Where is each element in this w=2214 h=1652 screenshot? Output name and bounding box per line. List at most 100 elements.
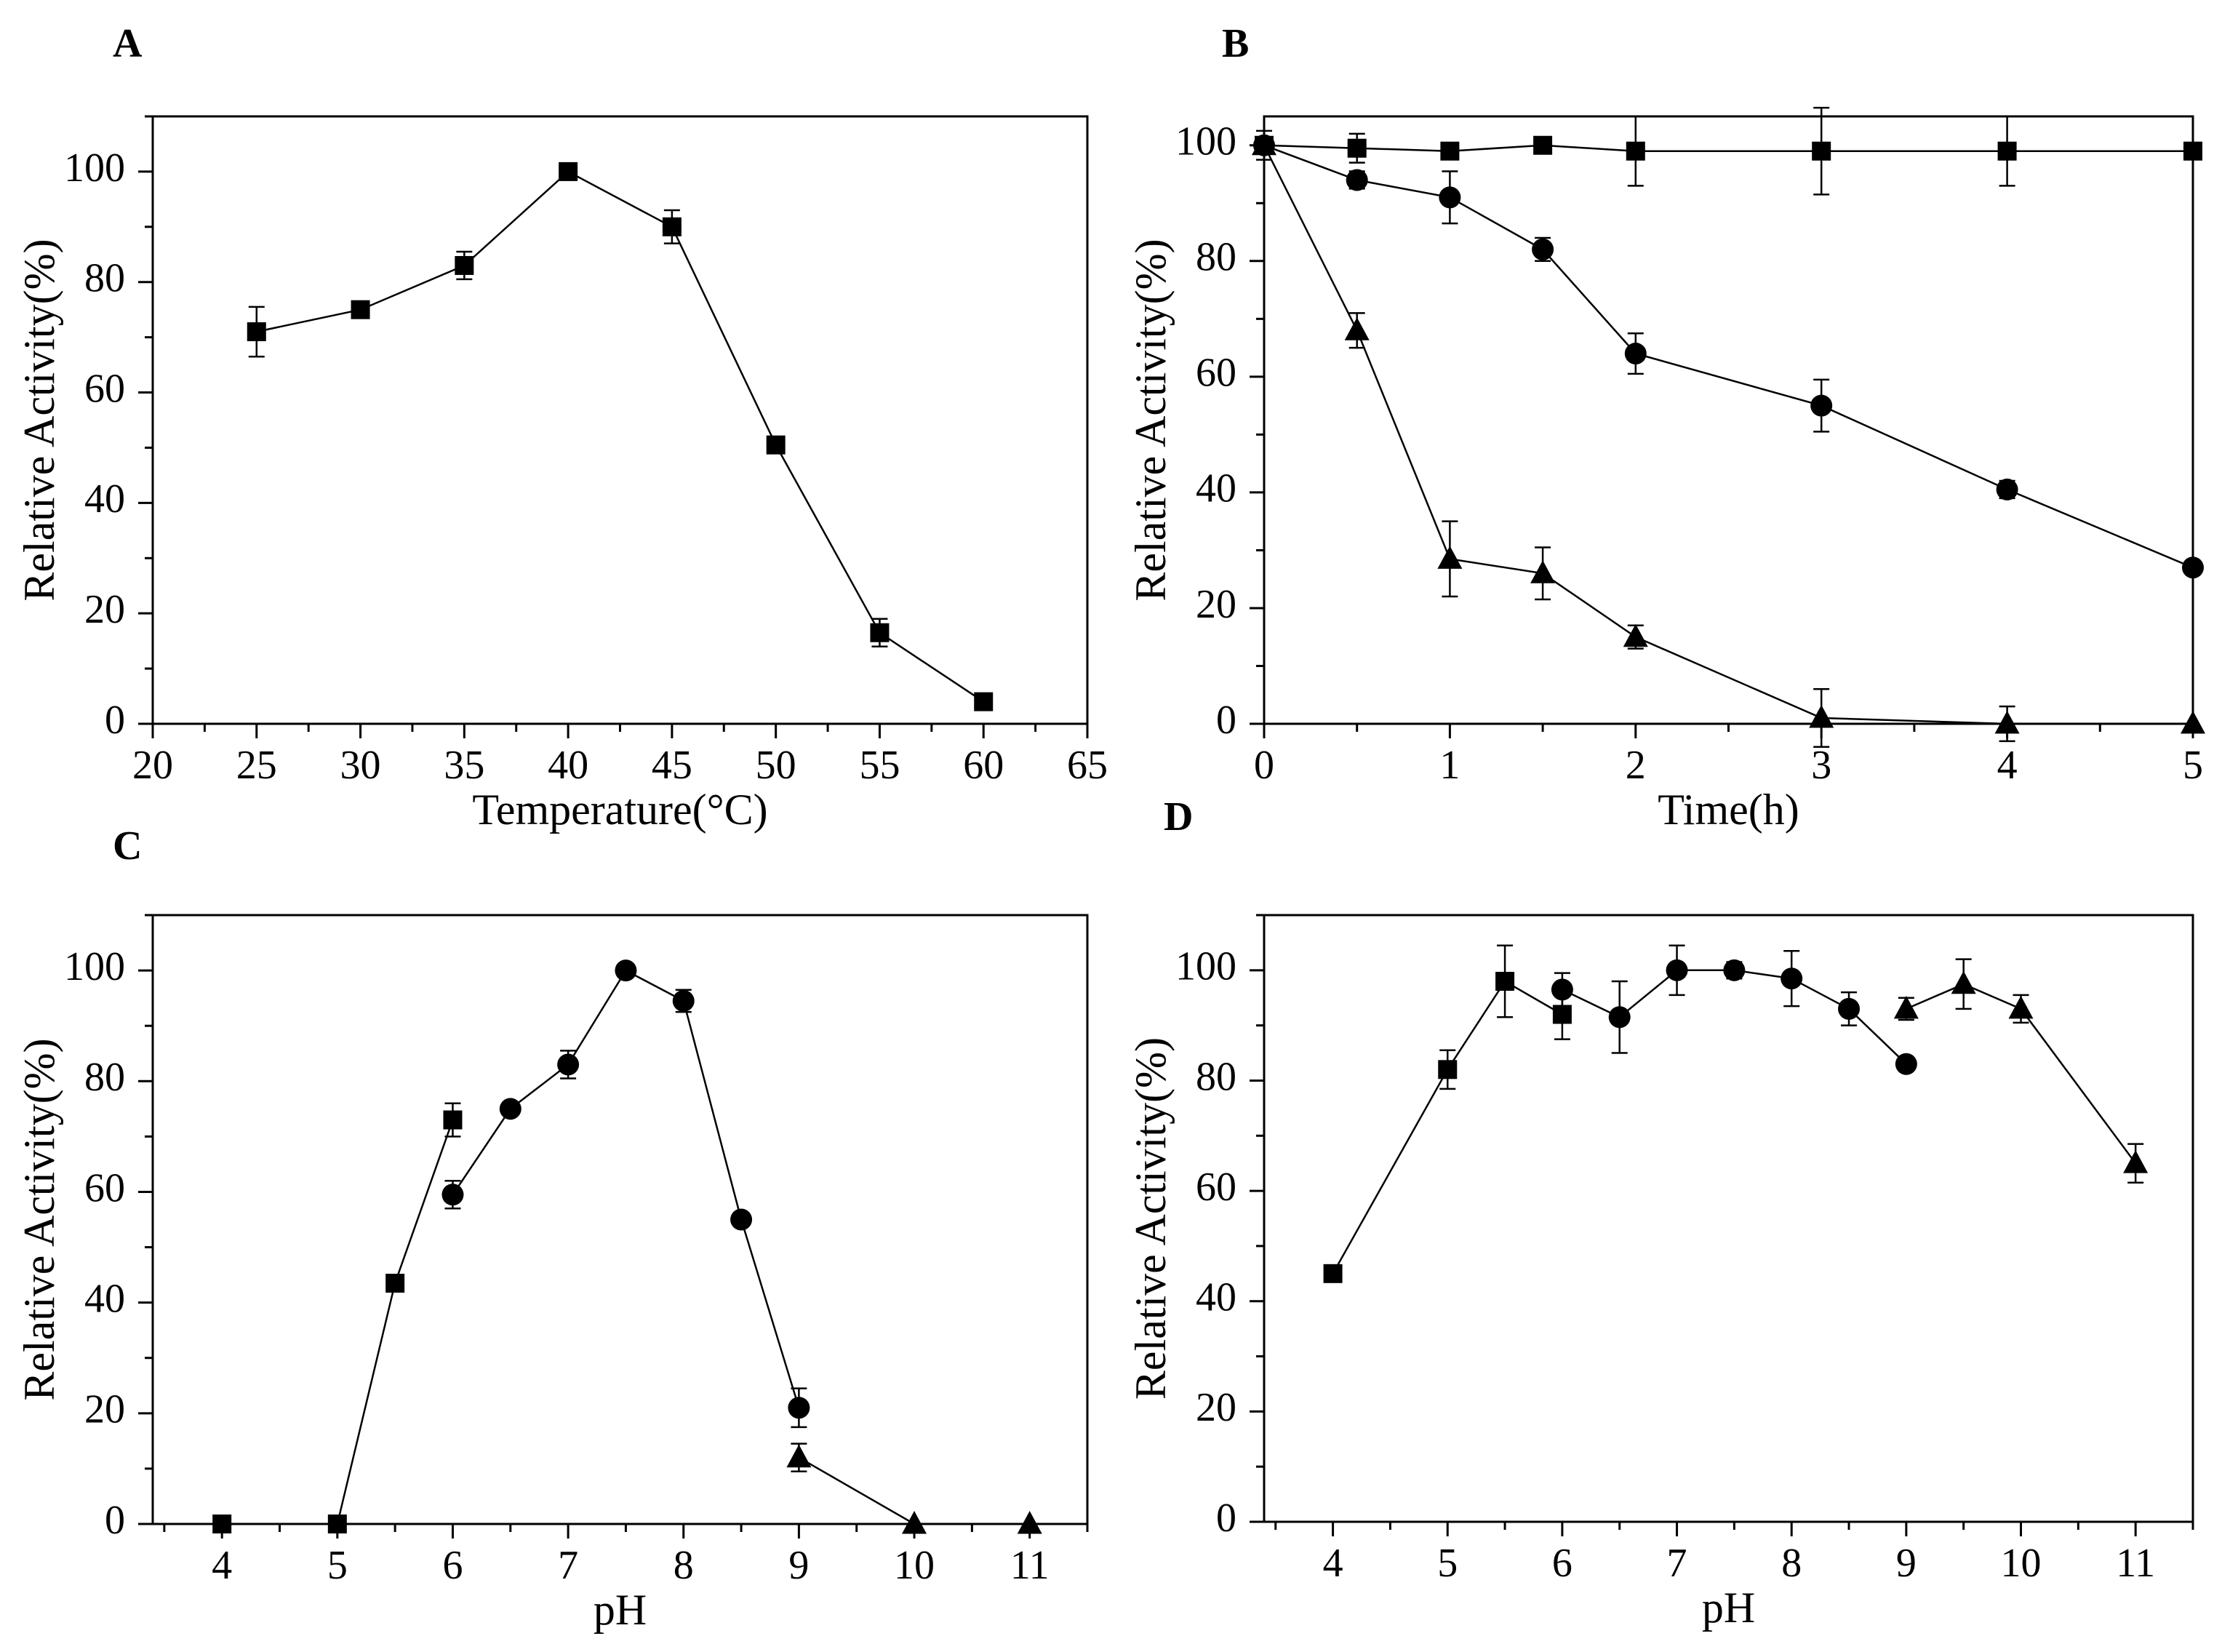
y-tick-label: 40 [1196,1275,1236,1320]
series-triangle [1893,958,2149,1184]
data-point-triangle [2123,1150,2149,1173]
data-point-circle [1346,169,1368,191]
y-tick-label: 60 [84,1165,125,1210]
series-temperature [247,161,994,711]
x-tick-label: 10 [2001,1541,2042,1586]
data-point-triangle [1994,711,2020,734]
y-tick-label: 40 [84,476,125,522]
data-point-circle [1608,1006,1631,1029]
x-axis-label: pH [1702,1584,1755,1632]
x-tick-label: 40 [548,743,588,788]
panel-letter: D [1164,794,1193,839]
panel-letter: A [113,21,143,66]
y-axis-label: Relative Activity(%) [1127,239,1175,601]
panel-c: C 4 5 6 7 8 9 10 11 0 20 40 60 80 100 pH Relative Activi… [15,823,1089,1634]
y-tick-label: 100 [1175,119,1236,164]
data-point-square [766,435,786,455]
data-point-square [385,1274,405,1293]
y-axis-label: Relative Activity(%) [15,1038,63,1400]
x-tick-label: 60 [963,743,1004,788]
x-tick-label: 6 [1552,1541,1572,1586]
series-circle [1253,134,2204,579]
x-tick-label: 45 [652,743,692,788]
y-tick-label: 20 [1196,582,1236,627]
panel-letter: C [113,823,142,869]
series-line [1263,144,2194,569]
y-tick-label: 80 [84,1055,125,1100]
x-tick-label: 4 [212,1543,232,1588]
data-point-square [1533,135,1553,155]
panel-b: B 0 1 2 3 4 5 0 20 40 60 80 100 Time(h) Relative Activ… [1127,21,2205,834]
data-point-square [1626,141,1645,161]
x-tick-label: 50 [756,743,796,788]
panel-a: A20 25 30 35 40 45 50 55 60 65020406080100Tempera… [15,21,1108,834]
x-tick-label: 20 [132,743,173,788]
x-tick-label: 4 [1997,743,2018,788]
data-point-circle [672,989,695,1012]
y-tick-label: 80 [1196,1054,1236,1099]
data-point-square [1323,1264,1343,1283]
y-tick-label: 20 [84,1387,125,1432]
x-tick-label: 5 [2183,743,2203,788]
data-point-square [455,255,474,275]
y-tick-label: 0 [105,1498,125,1543]
x-axis-label: Time(h) [1658,786,1799,834]
data-point-circle [1666,959,1688,981]
x-tick-label: 7 [558,1543,578,1588]
series-line [1332,980,1563,1274]
series-line [222,1120,454,1525]
x-tick-label: 7 [1667,1541,1687,1586]
data-point-circle [557,1053,580,1076]
x-tick-label: 10 [894,1543,935,1588]
series-line [1263,145,2193,725]
panel-letter: B [1222,21,1249,66]
data-point-square [247,322,266,342]
data-point-square [1812,141,1831,161]
data-point-square [662,217,682,236]
x-tick-label: 11 [2116,1541,2155,1586]
data-point-circle [1532,238,1554,260]
data-point-circle [1838,997,1861,1020]
x-tick-label: 25 [236,743,277,788]
data-point-square [443,1110,463,1130]
x-tick-label: 1 [1439,743,1460,788]
data-point-circle [1895,1053,1917,1075]
data-point-square [870,623,890,642]
data-point-triangle [786,1444,812,1468]
data-point-triangle [1623,623,1648,647]
y-tick-label: 100 [64,145,125,191]
x-axis-label: Temperature(°C) [472,786,767,834]
y-tick-label: 100 [64,944,125,989]
y-tick-label: 60 [84,366,125,411]
y-axis-label: Relative Activity(%) [15,239,63,601]
data-point-square [2183,141,2202,161]
data-point-triangle [1017,1511,1042,1534]
data-point-circle [730,1208,753,1231]
x-tick-label: 30 [340,743,381,788]
y-tick-label: 0 [1216,1496,1236,1541]
x-tick-label: 5 [1437,1541,1458,1586]
data-point-square [559,161,578,181]
series-line [256,170,984,703]
data-point-square [1552,1005,1572,1024]
y-tick-label: 80 [1196,235,1236,280]
y-tick-label: 80 [84,256,125,301]
data-point-circle [788,1397,810,1419]
series-square [212,1102,463,1533]
x-tick-label: 0 [1254,743,1274,788]
data-point-triangle [1951,970,1976,994]
x-axis-label: pH [594,1586,647,1634]
data-point-square [974,692,994,711]
data-point-triangle [1530,560,1556,583]
data-point-triangle [1809,705,1834,728]
data-point-square [212,1515,232,1533]
data-point-square [1997,141,2017,161]
data-point-circle [1439,186,1461,209]
series-square [1255,106,2202,196]
data-point-circle [1551,978,1573,1001]
data-point-circle [499,1098,521,1120]
data-point-square [351,300,370,319]
data-point-square [1440,141,1460,161]
